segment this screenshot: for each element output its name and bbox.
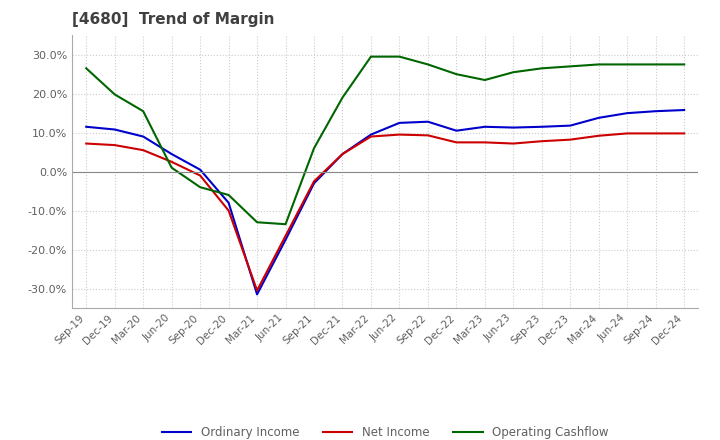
Legend: Ordinary Income, Net Income, Operating Cashflow: Ordinary Income, Net Income, Operating C… xyxy=(157,422,613,440)
Ordinary Income xyxy=(253,292,261,297)
Net Income xyxy=(167,159,176,165)
Operating Cashflow xyxy=(595,62,603,67)
Ordinary Income xyxy=(196,167,204,172)
Net Income xyxy=(338,151,347,157)
Net Income xyxy=(225,208,233,213)
Net Income xyxy=(452,140,461,145)
Ordinary Income xyxy=(338,151,347,157)
Operating Cashflow xyxy=(82,66,91,71)
Ordinary Income xyxy=(623,110,631,116)
Net Income xyxy=(366,134,375,139)
Operating Cashflow xyxy=(652,62,660,67)
Line: Operating Cashflow: Operating Cashflow xyxy=(86,57,684,224)
Ordinary Income xyxy=(652,109,660,114)
Net Income xyxy=(652,131,660,136)
Operating Cashflow xyxy=(395,54,404,59)
Operating Cashflow xyxy=(196,184,204,190)
Operating Cashflow xyxy=(110,92,119,97)
Operating Cashflow xyxy=(167,165,176,170)
Ordinary Income xyxy=(167,151,176,157)
Operating Cashflow xyxy=(537,66,546,71)
Ordinary Income xyxy=(110,127,119,132)
Operating Cashflow xyxy=(509,70,518,75)
Net Income xyxy=(537,139,546,144)
Ordinary Income xyxy=(225,200,233,205)
Ordinary Income xyxy=(139,134,148,139)
Net Income xyxy=(139,147,148,153)
Ordinary Income xyxy=(537,124,546,129)
Operating Cashflow xyxy=(452,72,461,77)
Net Income xyxy=(623,131,631,136)
Net Income xyxy=(282,233,290,238)
Operating Cashflow xyxy=(480,77,489,83)
Operating Cashflow xyxy=(566,64,575,69)
Ordinary Income xyxy=(395,120,404,125)
Operating Cashflow xyxy=(310,146,318,151)
Net Income xyxy=(196,173,204,178)
Net Income xyxy=(595,133,603,139)
Operating Cashflow xyxy=(623,62,631,67)
Ordinary Income xyxy=(282,237,290,242)
Ordinary Income xyxy=(680,107,688,113)
Text: [4680]  Trend of Margin: [4680] Trend of Margin xyxy=(72,12,274,27)
Ordinary Income xyxy=(566,123,575,128)
Operating Cashflow xyxy=(366,54,375,59)
Net Income xyxy=(110,143,119,148)
Net Income xyxy=(310,179,318,184)
Line: Ordinary Income: Ordinary Income xyxy=(86,110,684,294)
Operating Cashflow xyxy=(338,95,347,100)
Net Income xyxy=(395,132,404,137)
Net Income xyxy=(480,140,489,145)
Net Income xyxy=(566,137,575,142)
Operating Cashflow xyxy=(139,109,148,114)
Ordinary Income xyxy=(423,119,432,125)
Net Income xyxy=(509,141,518,146)
Net Income xyxy=(680,131,688,136)
Ordinary Income xyxy=(452,128,461,133)
Net Income xyxy=(82,141,91,146)
Operating Cashflow xyxy=(225,192,233,198)
Net Income xyxy=(423,133,432,138)
Ordinary Income xyxy=(509,125,518,130)
Ordinary Income xyxy=(310,181,318,186)
Ordinary Income xyxy=(480,124,489,129)
Operating Cashflow xyxy=(282,222,290,227)
Operating Cashflow xyxy=(423,62,432,67)
Line: Net Income: Net Income xyxy=(86,133,684,290)
Ordinary Income xyxy=(366,132,375,137)
Net Income xyxy=(253,288,261,293)
Operating Cashflow xyxy=(253,220,261,225)
Ordinary Income xyxy=(82,124,91,129)
Operating Cashflow xyxy=(680,62,688,67)
Ordinary Income xyxy=(595,115,603,121)
